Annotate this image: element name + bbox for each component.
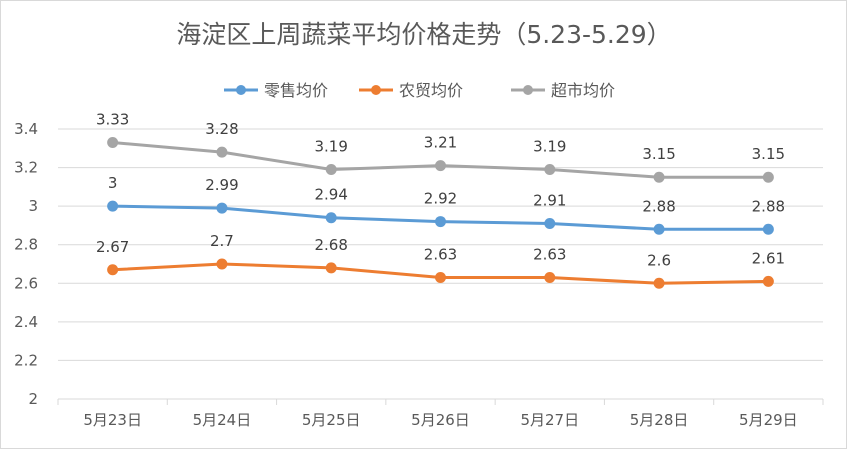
y-tick-label: 2.6 xyxy=(14,274,38,292)
series: 3.33 3.28 3.19 3.21 3.19 3.15 3.15 xyxy=(96,111,785,183)
legend-label: 零售均价 xyxy=(264,81,328,100)
data-point xyxy=(216,146,228,158)
data-label: 3.19 xyxy=(315,138,348,156)
data-point xyxy=(435,160,446,172)
data-point xyxy=(653,277,665,289)
data-label: 2.63 xyxy=(533,246,566,264)
x-tick-label: 5月23日 xyxy=(83,411,142,429)
data-point xyxy=(107,200,119,212)
gridlines xyxy=(58,128,823,400)
series: 3 2.99 2.94 2.92 2.91 2.88 2.88 xyxy=(107,174,785,235)
series-layer: 3 2.992.94 2.92 2.91 2.88 2.882.67 2.7 2.682.63… xyxy=(96,111,785,289)
data-point xyxy=(325,262,337,274)
data-label: 2.88 xyxy=(642,197,675,215)
data-label: 2.63 xyxy=(424,246,457,264)
x-tick-label: 5月26日 xyxy=(411,411,470,429)
data-point xyxy=(216,202,228,214)
data-label: 3 xyxy=(108,174,118,192)
y-tick-label: 3.4 xyxy=(14,120,38,138)
data-label: 3.15 xyxy=(642,145,675,163)
legend-marker xyxy=(523,85,533,95)
data-label: 2.7 xyxy=(210,232,234,250)
x-tick-label: 5月25日 xyxy=(302,411,361,429)
legend-item: 农贸均价 xyxy=(359,81,463,100)
legend-item: 零售均价 xyxy=(224,81,328,100)
data-point xyxy=(653,223,665,235)
chart-title: 海淀区上周蔬菜平均价格走势（5.23-5.29） xyxy=(176,20,671,49)
data-point xyxy=(762,223,774,235)
series: 2.67 2.7 2.68 2.63 2.63 2.6 2.61 xyxy=(96,232,785,289)
data-label: 3.33 xyxy=(96,111,129,129)
y-tick-label: 3.2 xyxy=(14,159,38,177)
data-point xyxy=(216,258,228,270)
data-label: 2.92 xyxy=(424,190,457,208)
legend-label: 超市均价 xyxy=(551,81,615,100)
legend-label: 农贸均价 xyxy=(399,81,463,100)
x-tick-label: 5月29日 xyxy=(739,411,798,429)
y-tick-label: 2.4 xyxy=(14,313,38,331)
legend-marker xyxy=(371,85,381,95)
data-label: 3.15 xyxy=(752,145,785,163)
data-label: 2.88 xyxy=(752,197,785,215)
data-label: 2.99 xyxy=(205,176,238,194)
legend-item: 超市均价 xyxy=(511,81,615,100)
data-label: 2.61 xyxy=(752,249,785,267)
x-tick-label: 5月24日 xyxy=(193,411,252,429)
legend: 零售均价 农贸均价 超市均价 xyxy=(224,81,615,100)
data-point xyxy=(325,212,337,224)
y-tick-label: 2.8 xyxy=(14,236,38,254)
axes: 2 2.2 2.4 2.6 2.8 3 3.2 3.4 5月23日 5月24日 5月25日 5月26日… xyxy=(14,120,824,429)
data-label: 2.68 xyxy=(315,236,348,254)
data-point xyxy=(544,272,556,283)
data-label: 3.19 xyxy=(533,138,566,156)
data-label: 3.28 xyxy=(205,120,238,138)
data-label: 2.67 xyxy=(96,238,129,256)
data-point xyxy=(762,171,774,183)
x-tick-label: 5月28日 xyxy=(630,411,689,429)
data-point xyxy=(544,164,556,175)
data-point xyxy=(325,164,337,175)
data-point xyxy=(107,264,119,276)
data-label: 2.94 xyxy=(315,186,348,204)
y-tick-label: 3 xyxy=(28,197,38,215)
data-label: 2.91 xyxy=(533,192,566,210)
y-tick-label: 2.2 xyxy=(14,351,38,369)
data-point xyxy=(435,216,446,228)
data-point xyxy=(107,137,119,148)
data-point xyxy=(544,218,556,229)
data-point xyxy=(762,275,774,287)
legend-marker xyxy=(236,85,246,95)
data-point xyxy=(435,272,446,283)
data-point xyxy=(653,171,665,183)
data-label: 3.21 xyxy=(424,134,457,152)
data-label: 2.6 xyxy=(647,251,671,269)
x-tick-label: 5月27日 xyxy=(520,411,579,429)
y-tick-label: 2 xyxy=(28,390,38,408)
